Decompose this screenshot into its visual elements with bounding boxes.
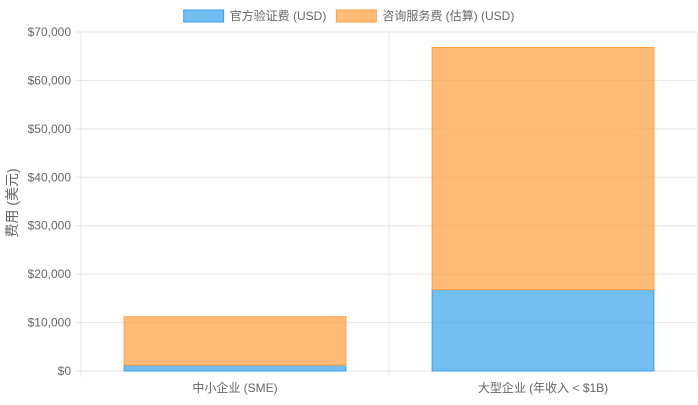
y-tick-label: $0 <box>58 364 72 378</box>
y-tick-label: $50,000 <box>28 122 72 136</box>
y-tick-label: $20,000 <box>28 267 72 281</box>
y-tick-label: $10,000 <box>28 316 72 330</box>
bar-segment[interactable] <box>431 289 655 372</box>
x-axis-ticks: 中小企业 (SME) 大型企业 (年收入 < $1B) <box>192 380 608 395</box>
legend-swatch <box>335 9 377 23</box>
x-tick-label: 中小企业 (SME) <box>192 380 277 395</box>
bar-segment[interactable] <box>123 364 347 372</box>
legend: 官方验证费 (USD) 咨询服务费 (估算) (USD) <box>183 8 514 23</box>
y-axis-ticks: $0 $10,000 $20,000 $30,000 $40,000 $50,000 $60… <box>28 25 72 378</box>
bars <box>123 46 655 372</box>
legend-label: 咨询服务费 (估算) (USD) <box>382 8 514 23</box>
legend-label: 官方验证费 (USD) <box>230 8 327 23</box>
y-tick-label: $40,000 <box>28 170 72 184</box>
legend-swatch <box>183 9 225 23</box>
y-tick-label: $70,000 <box>28 25 72 39</box>
x-tick-label: 大型企业 (年收入 < $1B) <box>478 380 608 395</box>
bar-segment[interactable] <box>431 46 655 291</box>
y-tick-label: $30,000 <box>28 219 72 233</box>
y-tick-label: $60,000 <box>28 73 72 87</box>
legend-item[interactable]: 官方验证费 (USD) <box>183 8 327 23</box>
legend-item[interactable]: 咨询服务费 (估算) (USD) <box>335 8 514 23</box>
y-axis-title: 费用 (美元) <box>4 168 20 237</box>
bar-segment[interactable] <box>123 316 347 366</box>
